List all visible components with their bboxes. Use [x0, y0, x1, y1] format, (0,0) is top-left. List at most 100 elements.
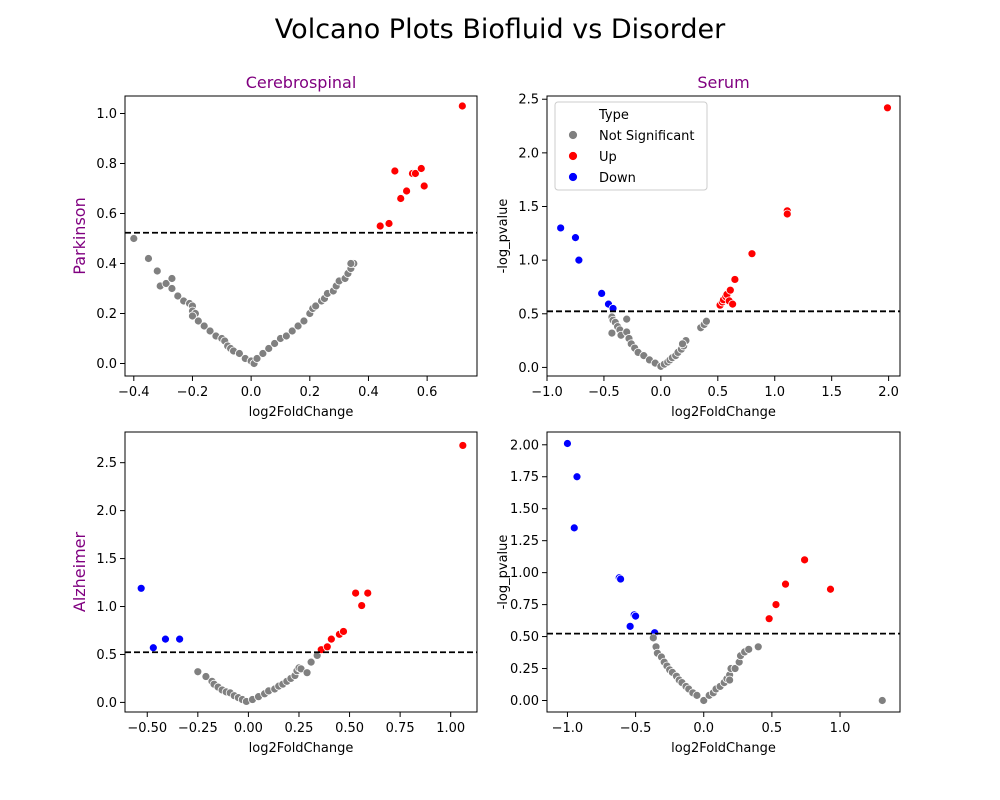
- data-point-up[interactable]: [326, 634, 336, 644]
- data-point-up[interactable]: [416, 164, 426, 173]
- axes-frame: [124, 431, 478, 713]
- x-axis-label: log2FoldChange: [671, 405, 776, 420]
- data-point-down[interactable]: [563, 439, 572, 448]
- y-tick-label: 2.5: [96, 456, 117, 471]
- data-point-not-significant[interactable]: [270, 339, 280, 348]
- data-point-up[interactable]: [781, 579, 790, 589]
- data-point-up[interactable]: [458, 441, 468, 450]
- data-point-up[interactable]: [339, 627, 348, 636]
- subplot-4: -log_pvalue log2FoldChange −1.0 −0.5 0.0 0.5 1…: [496, 431, 901, 756]
- data-point-up[interactable]: [800, 555, 809, 565]
- data-point-down[interactable]: [572, 472, 582, 482]
- x-tick-label: 1.0: [830, 721, 851, 736]
- data-point-up[interactable]: [384, 219, 394, 228]
- data-point-up[interactable]: [396, 194, 406, 203]
- y-tick-label: 1.50: [510, 502, 539, 517]
- data-point-up[interactable]: [826, 584, 835, 594]
- data-point-up[interactable]: [402, 186, 412, 196]
- data-point-not-significant[interactable]: [346, 259, 356, 268]
- data-point-not-significant[interactable]: [234, 349, 244, 358]
- data-point-up[interactable]: [410, 169, 420, 178]
- data-point-down[interactable]: [136, 583, 146, 593]
- data-point-not-significant[interactable]: [622, 314, 632, 324]
- data-point-up[interactable]: [728, 299, 738, 309]
- data-point-not-significant[interactable]: [264, 344, 274, 353]
- data-point-not-significant[interactable]: [302, 668, 312, 678]
- x-tick-label: 0.0: [693, 721, 714, 736]
- data-point-not-significant[interactable]: [161, 279, 171, 288]
- data-point-not-significant[interactable]: [152, 266, 162, 276]
- data-point-down[interactable]: [556, 223, 566, 233]
- data-point-not-significant[interactable]: [193, 667, 203, 677]
- data-point-not-significant[interactable]: [252, 354, 262, 363]
- data-point-not-significant[interactable]: [725, 675, 735, 685]
- data-point-not-significant[interactable]: [201, 672, 211, 681]
- legend-title: Type: [598, 108, 629, 123]
- data-points: [136, 441, 468, 706]
- data-point-not-significant[interactable]: [877, 696, 887, 705]
- legend-box: [554, 101, 708, 191]
- y-tick-label: 0.25: [510, 662, 539, 677]
- x-tick-label: −0.50: [127, 721, 167, 736]
- data-point-down[interactable]: [625, 621, 635, 631]
- data-point-up[interactable]: [747, 249, 757, 259]
- data-point-not-significant[interactable]: [306, 657, 316, 667]
- data-point-up[interactable]: [419, 181, 429, 191]
- data-point-not-significant[interactable]: [188, 311, 197, 321]
- data-point-not-significant[interactable]: [753, 642, 763, 652]
- data-point-down[interactable]: [631, 611, 640, 621]
- data-point-up[interactable]: [357, 601, 367, 610]
- data-point-up[interactable]: [351, 588, 361, 598]
- data-point-not-significant[interactable]: [744, 644, 754, 654]
- data-point-up[interactable]: [764, 614, 774, 624]
- data-point-not-significant[interactable]: [167, 284, 177, 293]
- data-point-not-significant[interactable]: [287, 326, 297, 336]
- data-point-down[interactable]: [161, 634, 170, 644]
- data-point-up[interactable]: [782, 209, 792, 219]
- y-tick-label: 1.5: [96, 552, 117, 567]
- data-point-not-significant[interactable]: [129, 234, 139, 243]
- data-point-not-significant[interactable]: [258, 349, 268, 358]
- data-point-not-significant[interactable]: [607, 328, 617, 338]
- data-point-not-significant[interactable]: [173, 291, 183, 301]
- data-point-down[interactable]: [571, 233, 580, 243]
- data-point-not-significant[interactable]: [193, 316, 203, 326]
- data-point-not-significant[interactable]: [702, 316, 711, 326]
- x-tick-label: 0.50: [335, 721, 364, 736]
- data-point-down[interactable]: [175, 634, 185, 644]
- data-point-down[interactable]: [574, 255, 584, 265]
- x-tick-label: −0.5: [588, 385, 620, 400]
- subplot-1: Cerebrospinal Parkinson log2FoldChange −0.4…: [70, 73, 478, 420]
- x-tick-label: −0.4: [118, 385, 150, 400]
- data-point-up[interactable]: [457, 101, 467, 111]
- data-point-up[interactable]: [730, 275, 740, 284]
- data-point-not-significant[interactable]: [199, 321, 209, 331]
- data-point-up[interactable]: [390, 166, 400, 176]
- data-point-up[interactable]: [771, 600, 781, 610]
- subplot-title: Serum: [697, 73, 749, 92]
- data-point-not-significant[interactable]: [692, 690, 702, 700]
- data-point-not-significant[interactable]: [678, 339, 687, 349]
- data-point-up[interactable]: [375, 221, 385, 231]
- data-point-down[interactable]: [597, 288, 607, 298]
- data-point-not-significant[interactable]: [167, 274, 177, 283]
- x-tick-label: 2.0: [878, 385, 899, 400]
- data-point-up[interactable]: [725, 285, 735, 295]
- data-point-not-significant[interactable]: [293, 321, 303, 331]
- data-point-not-significant[interactable]: [144, 254, 153, 263]
- data-point-up[interactable]: [883, 103, 892, 113]
- data-point-not-significant[interactable]: [299, 316, 309, 326]
- data-point-down[interactable]: [616, 574, 625, 584]
- data-point-up[interactable]: [322, 642, 332, 652]
- data-point-not-significant[interactable]: [281, 331, 291, 341]
- data-point-not-significant[interactable]: [730, 664, 740, 673]
- data-point-not-significant[interactable]: [699, 696, 709, 705]
- data-point-up[interactable]: [363, 588, 373, 598]
- data-point-down[interactable]: [569, 523, 579, 533]
- y-tick-label: 2.00: [510, 438, 539, 453]
- data-point-down[interactable]: [148, 643, 158, 653]
- data-point-not-significant[interactable]: [311, 301, 321, 311]
- data-point-not-significant[interactable]: [648, 633, 658, 643]
- data-point-not-significant[interactable]: [205, 326, 215, 336]
- y-tick-label: 1.5: [518, 200, 539, 215]
